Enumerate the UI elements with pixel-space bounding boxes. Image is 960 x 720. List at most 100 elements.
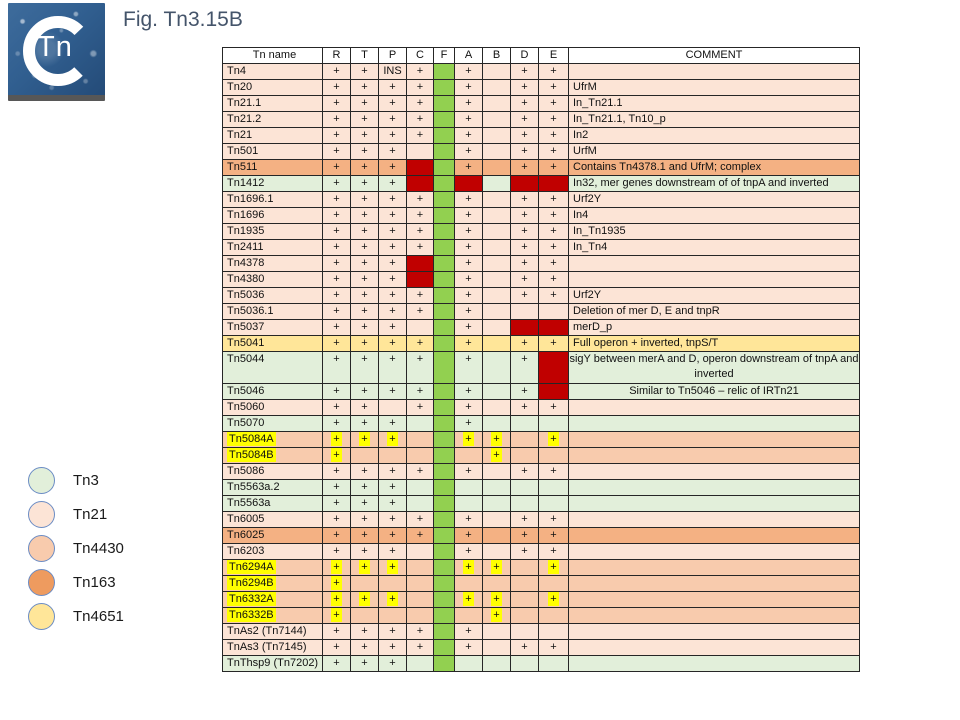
f-column-cell	[433, 463, 455, 480]
symbol-cell: +	[406, 623, 434, 640]
symbol-cell: +	[454, 415, 483, 432]
symbol-cell	[454, 479, 483, 496]
table-row: Tn5086 + + + + + + +	[222, 463, 860, 480]
symbol-cell: +	[322, 639, 351, 656]
table-row: Tn1412 + + + In32, mer genes downstream of o…	[222, 175, 860, 192]
comment-cell: In_Tn4	[568, 239, 860, 256]
symbol-cell: +	[350, 543, 379, 560]
symbol-cell: +	[322, 175, 351, 192]
symbol-cell	[482, 639, 511, 656]
symbol-cell: +	[350, 495, 379, 512]
header-cell-c: C	[406, 47, 434, 64]
symbol-cell	[510, 559, 539, 576]
symbol-cell: +	[454, 335, 483, 352]
f-column-cell	[433, 351, 455, 384]
f-column-cell	[433, 271, 455, 288]
f-column-cell	[433, 79, 455, 96]
tn-name-cell: Tn4380	[222, 271, 323, 288]
symbol-cell: +	[350, 479, 379, 496]
f-column-cell	[433, 415, 455, 432]
f-column-cell	[433, 511, 455, 528]
tn-name-cell: Tn6203	[222, 543, 323, 560]
symbol-cell: +	[350, 335, 379, 352]
comment-cell	[568, 527, 860, 544]
symbol-cell	[482, 303, 511, 320]
tn-name-cell: Tn21.2	[222, 111, 323, 128]
header-row: Tn name R T P C F A B D E COMMENT	[222, 47, 860, 64]
comment-cell: In2	[568, 127, 860, 144]
symbol-cell: +	[350, 351, 379, 384]
symbol-cell	[454, 655, 483, 672]
symbol-cell: +	[350, 511, 379, 528]
symbol-cell: +	[378, 287, 407, 304]
table-row: Tn6025 + + + + + + +	[222, 527, 860, 544]
f-column-cell	[433, 655, 455, 672]
f-column-cell	[433, 303, 455, 320]
symbol-cell: +	[378, 271, 407, 288]
symbol-cell: +	[510, 127, 539, 144]
table-row: Tn5044 + + + + + + sigY between merA and D, ope…	[222, 351, 860, 384]
symbol-cell: +	[538, 335, 569, 352]
table-row: Tn1935 + + + + + + + In_Tn1935	[222, 223, 860, 240]
comment-cell	[568, 463, 860, 480]
symbol-cell	[482, 351, 511, 384]
f-column-cell	[433, 127, 455, 144]
red-cell	[510, 175, 539, 192]
symbol-cell: +	[350, 559, 379, 576]
symbol-cell	[510, 607, 539, 624]
symbol-cell: +	[454, 127, 483, 144]
symbol-cell: +	[322, 415, 351, 432]
symbol-cell: +	[454, 239, 483, 256]
f-column-cell	[433, 223, 455, 240]
symbol-cell: +	[538, 287, 569, 304]
symbol-cell: +	[510, 335, 539, 352]
legend-swatch-tn163	[28, 568, 55, 596]
symbol-cell: +	[378, 351, 407, 384]
symbol-cell: +	[378, 623, 407, 640]
symbol-cell: +	[454, 287, 483, 304]
symbol-cell: +	[406, 335, 434, 352]
symbol-cell: +	[454, 623, 483, 640]
symbol-cell: +	[482, 559, 511, 576]
symbol-cell: +	[510, 351, 539, 384]
symbol-cell: +	[538, 399, 569, 416]
symbol-cell	[538, 623, 569, 640]
symbol-cell	[510, 623, 539, 640]
symbol-cell: +	[322, 623, 351, 640]
symbol-cell: +	[406, 399, 434, 416]
symbol-cell: +	[350, 415, 379, 432]
tn-name-cell: TnAs3 (Tn7145)	[222, 639, 323, 656]
tn-name-cell: Tn5563a	[222, 495, 323, 512]
symbol-cell: +	[322, 479, 351, 496]
symbol-cell: +	[510, 207, 539, 224]
f-column-cell	[433, 319, 455, 336]
symbol-cell	[482, 399, 511, 416]
comment-cell	[568, 399, 860, 416]
header-cell-d: D	[510, 47, 539, 64]
f-column-cell	[433, 639, 455, 656]
header-cell-tn-name: Tn name	[222, 47, 323, 64]
f-column-cell	[433, 95, 455, 112]
tn-name-cell: Tn6005	[222, 511, 323, 528]
f-column-cell	[433, 207, 455, 224]
comment-cell: Deletion of mer D, E and tnpR	[568, 303, 860, 320]
symbol-cell: +	[406, 95, 434, 112]
tn-name-cell: TnThsp9 (Tn7202)	[222, 655, 323, 672]
symbol-cell: +	[538, 143, 569, 160]
symbol-cell: +	[378, 495, 407, 512]
symbol-cell: +	[378, 383, 407, 400]
symbol-cell: +	[350, 271, 379, 288]
symbol-cell: +	[350, 527, 379, 544]
symbol-cell: +	[538, 79, 569, 96]
symbol-cell: +	[510, 239, 539, 256]
tn-name-cell: Tn511	[222, 159, 323, 176]
symbol-cell	[538, 607, 569, 624]
symbol-cell: +	[378, 319, 407, 336]
symbol-cell: +	[510, 111, 539, 128]
logo-tn-text: Tn	[37, 31, 73, 63]
symbol-cell: +	[510, 191, 539, 208]
symbol-cell: +	[350, 399, 379, 416]
symbol-cell	[510, 415, 539, 432]
table-row: Tn5037 + + + + merD_p	[222, 319, 860, 336]
